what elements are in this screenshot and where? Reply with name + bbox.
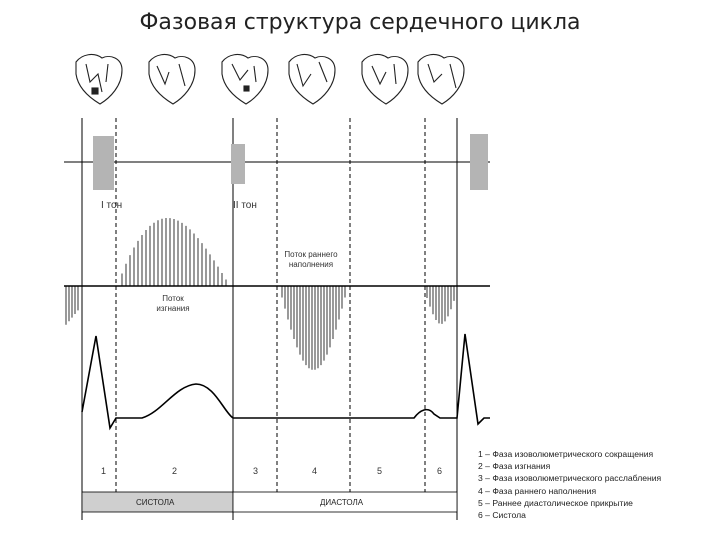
- diagram-title: Фазовая структура сердечного цикла: [139, 10, 581, 35]
- legend-item: 4 – Фаза раннего наполнения: [478, 485, 597, 496]
- phase-number: 3: [253, 466, 259, 476]
- solid-boundaries: [81, 118, 458, 520]
- heart-illustrations: [75, 53, 465, 105]
- systole-label: СИСТОЛА: [136, 498, 175, 507]
- phase-number: 6: [437, 466, 443, 476]
- phase-number: 5: [377, 466, 383, 476]
- pressure-curve: [81, 333, 490, 431]
- phase-legend: 1 – Фаза изоволюметрического сокращения …: [478, 448, 661, 521]
- early-filling-flow-label: Поток раннего наполнения: [284, 250, 338, 269]
- next-first-sound-block: [470, 134, 488, 190]
- doppler-flow-lines: [65, 218, 455, 370]
- legend-item: 6 – Систола: [478, 510, 526, 521]
- dashed-boundaries: [115, 118, 426, 492]
- legend-item: 1 – Фаза изоволюметрического сокращения: [478, 449, 654, 459]
- heart-icon: [75, 53, 123, 105]
- phase-number: 2: [172, 466, 178, 476]
- second-sound-label: II тон: [233, 200, 257, 211]
- heart-icon: [361, 53, 409, 105]
- first-sound-block: [93, 136, 114, 190]
- phase-number: 4: [312, 466, 318, 476]
- heart-icon: [148, 53, 196, 105]
- legend-item: 3 – Фаза изоволюметрического расслаблени…: [478, 473, 662, 484]
- diastole-bar: [232, 491, 458, 513]
- heart-icon: [417, 53, 465, 105]
- diastole-label: ДИАСТОЛА: [320, 498, 364, 507]
- legend-item: 5 – Раннее диастолическое прикрытие: [478, 497, 633, 508]
- legend-item: 2 – Фаза изгнания: [478, 461, 551, 472]
- ejection-flow-label: Поток изгнания: [156, 294, 190, 313]
- heart-icon: [221, 53, 269, 105]
- heart-icon: [288, 53, 336, 105]
- phase-number: 1: [101, 466, 107, 476]
- first-sound-label: I тон: [101, 200, 123, 211]
- second-sound-block: [231, 144, 245, 184]
